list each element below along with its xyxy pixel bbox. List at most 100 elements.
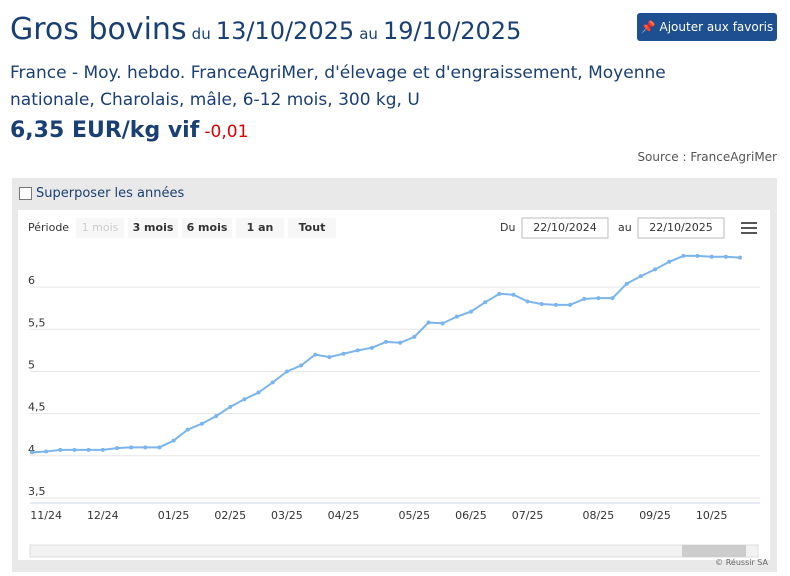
from-input[interactable]	[521, 217, 609, 239]
x-tick-label: 01/25	[158, 509, 190, 522]
marker	[582, 296, 587, 301]
x-tick-label: 02/25	[214, 509, 246, 522]
marker	[369, 345, 374, 350]
marker	[58, 447, 63, 452]
marker	[610, 296, 615, 301]
description: France - Moy. hebdo. FranceAgriMer, d'él…	[10, 63, 666, 110]
marker	[440, 321, 445, 326]
x-tick-label: 10/25	[696, 509, 728, 522]
marker	[483, 300, 488, 305]
x-tick-label: 07/25	[512, 509, 544, 522]
marker	[355, 348, 360, 353]
marker	[129, 445, 134, 450]
range-label: 6 mois	[187, 221, 228, 234]
from-value: 22/10/2024	[533, 221, 596, 234]
y-tick-label: 3,5	[28, 485, 46, 498]
marker	[242, 397, 247, 402]
marker	[44, 449, 49, 454]
from-word: du	[191, 25, 211, 43]
marker	[327, 355, 332, 360]
marker	[299, 363, 304, 368]
marker	[398, 340, 403, 345]
marker	[341, 351, 346, 356]
marker	[596, 296, 601, 301]
range-label: 3 mois	[133, 221, 174, 234]
range-button[interactable]	[182, 218, 232, 238]
marker	[199, 421, 204, 426]
range-button[interactable]	[76, 218, 124, 238]
to-date: 19/10/2025	[383, 17, 522, 45]
x-tick-label: 03/25	[271, 509, 303, 522]
from-label: Du	[500, 221, 515, 234]
x-tick-label: 05/25	[398, 509, 430, 522]
scrollbar[interactable]	[29, 544, 759, 558]
change: -0,01	[204, 122, 249, 142]
marker	[270, 380, 275, 385]
marker	[681, 253, 686, 258]
menu-icon[interactable]	[741, 222, 757, 234]
credit: © Réussir SA	[715, 558, 768, 567]
range-label: 1 mois	[82, 221, 119, 234]
favorite-button[interactable]: 📌 Ajouter aux favoris	[637, 13, 777, 41]
y-tick-label: 6	[28, 274, 35, 287]
chart-bg	[18, 210, 770, 560]
x-tick-label: 12/24	[87, 509, 119, 522]
y-tick-label: 4,5	[28, 401, 46, 414]
marker	[426, 320, 431, 325]
marker	[114, 446, 119, 451]
marker	[100, 447, 105, 452]
marker	[313, 352, 318, 357]
marker	[454, 314, 459, 319]
marker	[468, 309, 473, 314]
marker	[695, 253, 700, 258]
marker	[228, 404, 233, 409]
marker	[497, 291, 502, 296]
marker	[738, 255, 742, 260]
x-tick-label: 11/24	[30, 509, 62, 522]
to-word: au	[359, 25, 378, 43]
marker	[525, 299, 530, 304]
marker	[723, 254, 728, 259]
marker	[214, 414, 219, 419]
period-label: Période	[28, 221, 69, 234]
marker	[143, 445, 148, 450]
range-button[interactable]	[288, 218, 336, 238]
marker	[553, 302, 558, 307]
price-row: 6,35 EUR/kg vif -0,01	[10, 118, 248, 143]
x-tick-label: 08/25	[583, 509, 615, 522]
y-tick-label: 5	[28, 358, 35, 371]
marker	[86, 447, 91, 452]
marker	[30, 450, 34, 455]
marker	[284, 369, 289, 374]
marker	[709, 254, 714, 259]
marker	[624, 281, 629, 286]
to-input[interactable]	[637, 217, 725, 239]
marker	[72, 447, 77, 452]
title: Gros bovins	[10, 12, 187, 47]
range-button[interactable]	[236, 218, 284, 238]
overlay-option[interactable]: Superposer les années	[19, 186, 184, 201]
marker	[171, 438, 176, 443]
marker	[667, 259, 672, 264]
title-row: Gros bovins du 13/10/2025 au 19/10/2025	[10, 12, 521, 47]
to-label: au	[618, 221, 632, 234]
from-date: 13/10/2025	[215, 17, 355, 45]
marker	[511, 292, 516, 297]
overlay-label: Superposer les années	[36, 186, 185, 201]
y-tick-label: 4	[28, 443, 35, 456]
y-tick-label: 5,5	[28, 316, 46, 329]
marker	[638, 274, 643, 279]
to-value: 22/10/2025	[649, 221, 712, 234]
range-label: 1 an	[247, 221, 274, 234]
marker	[384, 339, 388, 344]
favorite-label: Ajouter aux favoris	[659, 20, 774, 34]
marker	[539, 301, 544, 306]
scroll-thumb[interactable]	[682, 545, 746, 557]
marker	[412, 334, 417, 339]
marker	[568, 302, 573, 307]
range-button[interactable]	[128, 218, 178, 238]
x-tick-label: 04/25	[328, 509, 360, 522]
marker	[653, 267, 658, 272]
checkbox[interactable]	[19, 187, 32, 200]
